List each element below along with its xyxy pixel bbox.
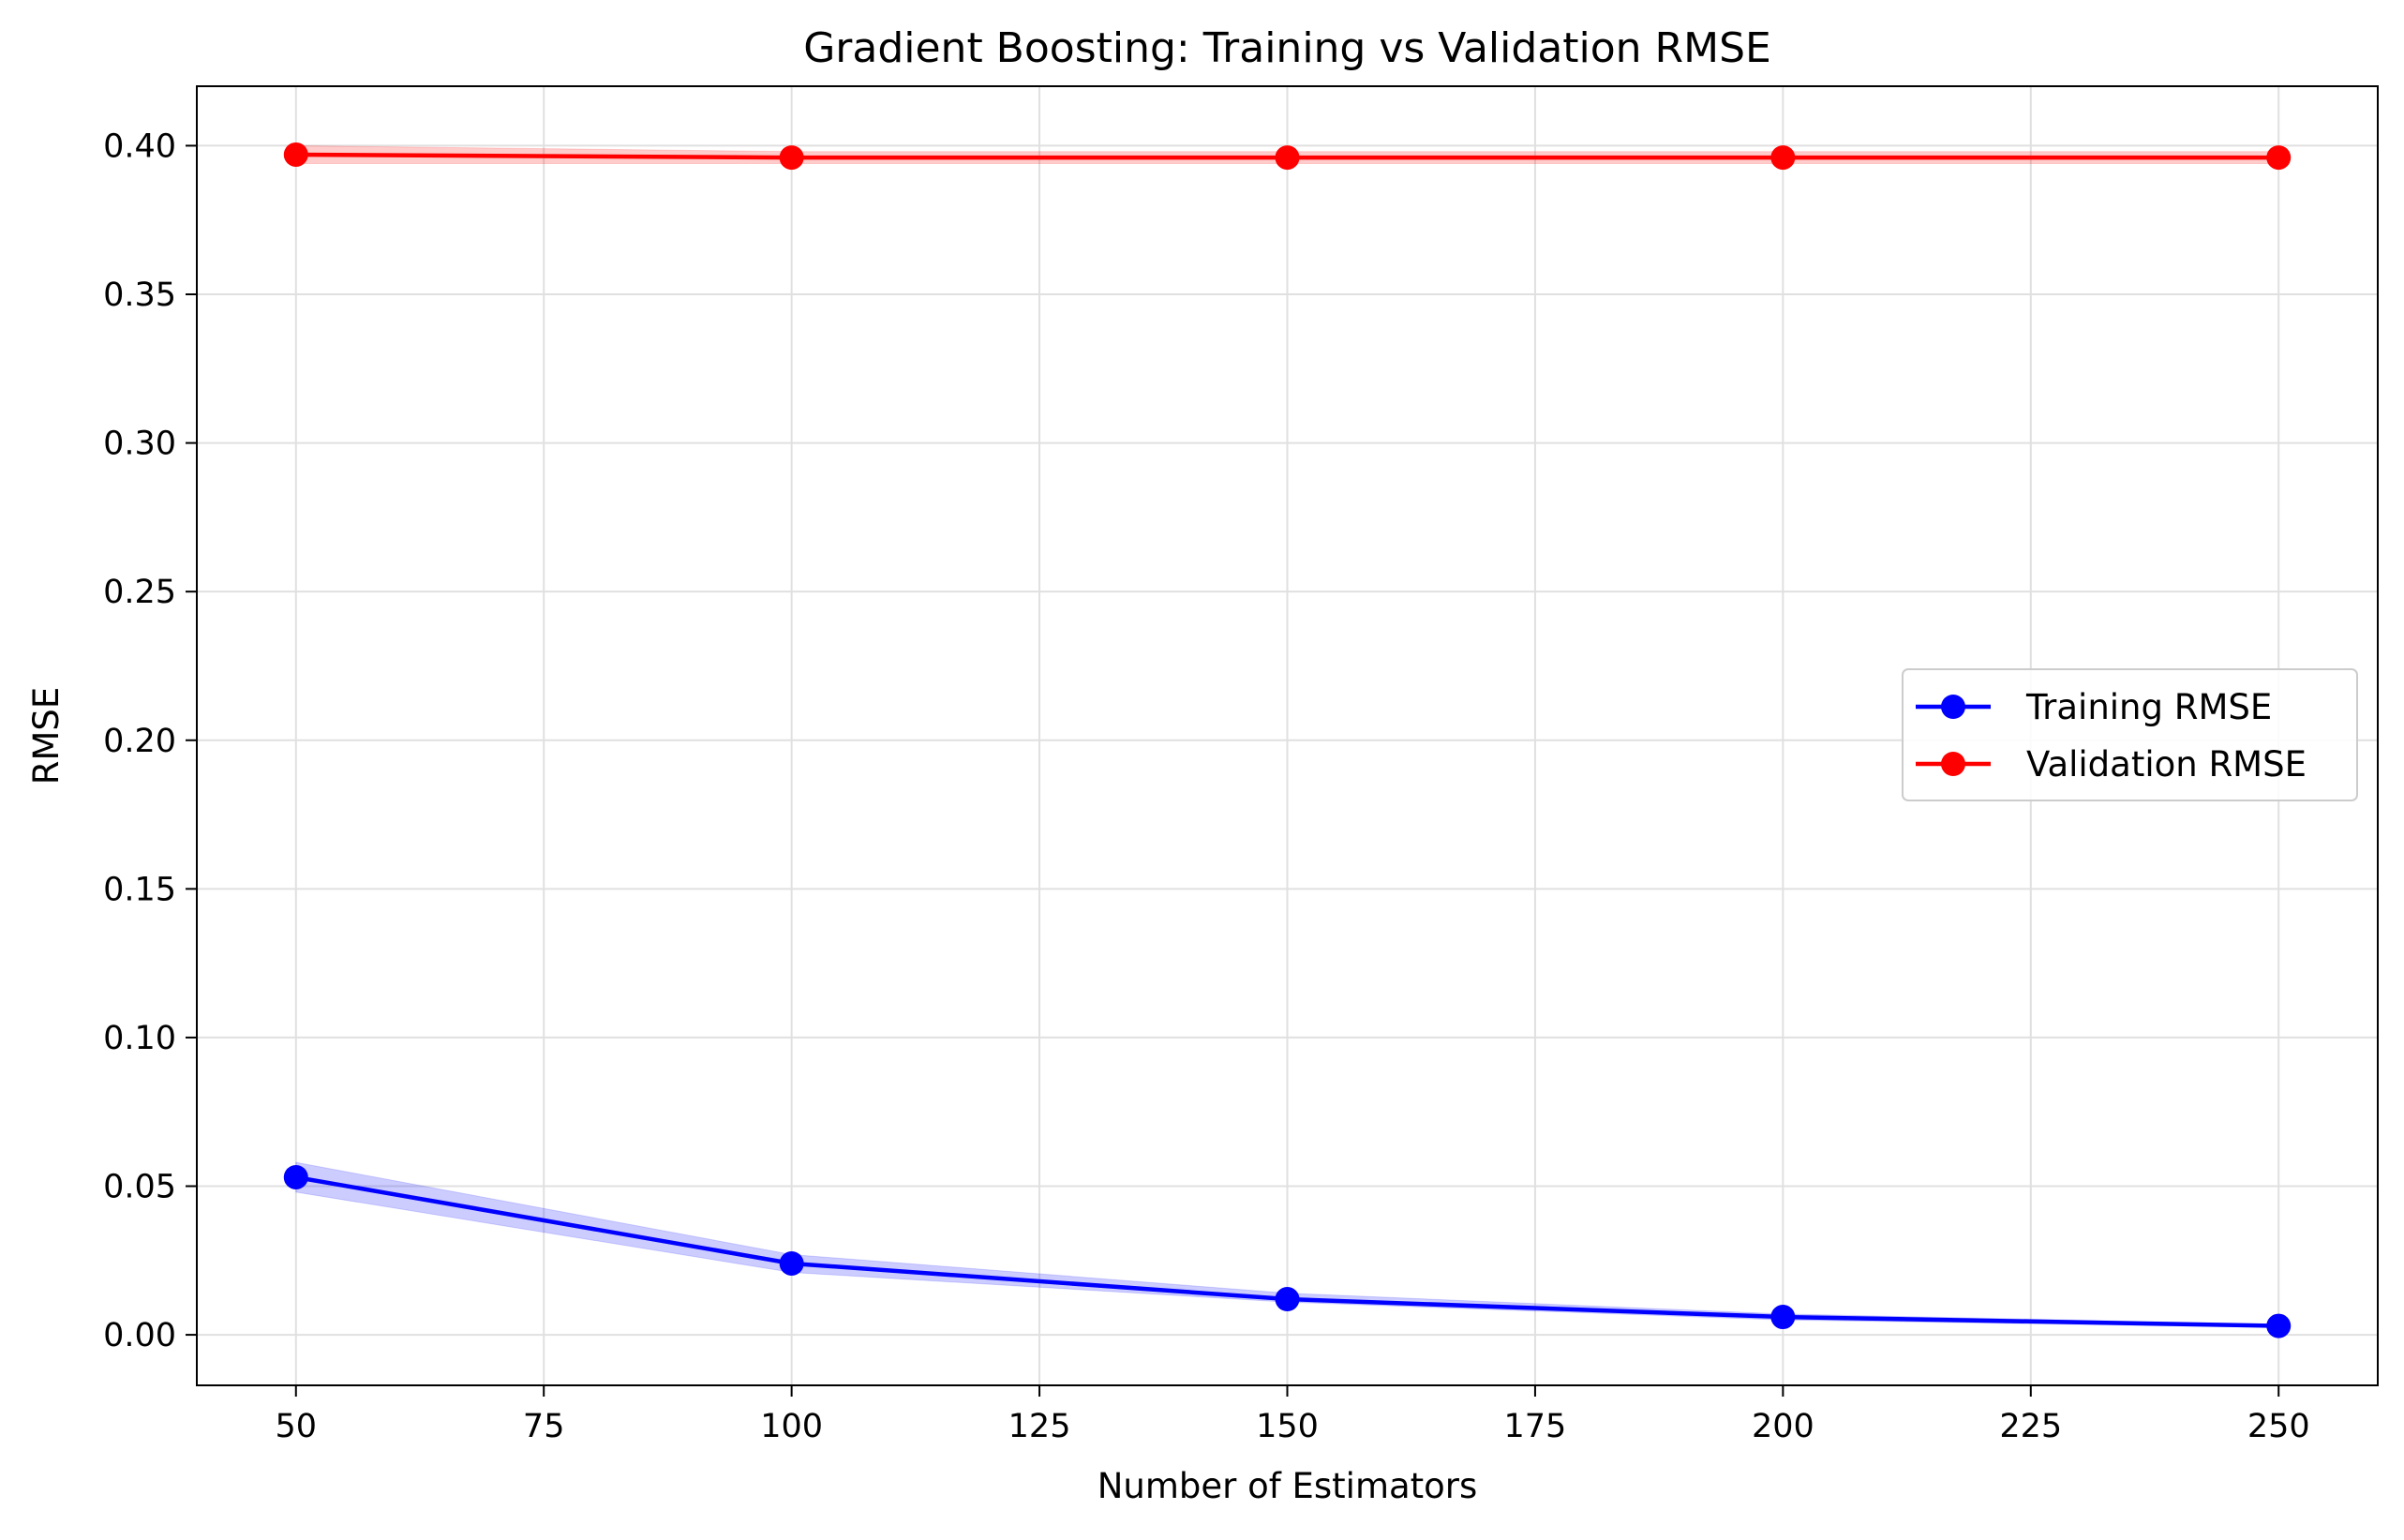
point-series-0 [1770, 1305, 1796, 1330]
y-tick-label: 0.30 [103, 426, 176, 463]
y-tick-label: 0.25 [103, 574, 176, 611]
x-tick-label: 250 [2247, 1408, 2310, 1445]
legend-box [1902, 668, 2358, 801]
y-axis-label: RMSE [26, 687, 67, 785]
grid [197, 86, 2378, 1385]
point-series-1 [2266, 145, 2292, 171]
point-series-0 [283, 1164, 308, 1189]
point-series-0 [779, 1250, 804, 1276]
chart-title: Gradient Boosting: Training vs Validatio… [803, 24, 1771, 72]
point-series-0 [1275, 1287, 1300, 1312]
y-tick-label: 0.05 [103, 1169, 176, 1206]
point-series-1 [1275, 145, 1300, 171]
x-tick-label: 200 [1752, 1408, 1814, 1445]
y-tick-label: 0.10 [103, 1020, 176, 1057]
y-tick-label: 0.15 [103, 871, 176, 908]
x-tick-label: 100 [760, 1408, 823, 1445]
legend-label-0: Training RMSE [2025, 687, 2272, 727]
x-tick-label: 125 [1008, 1408, 1071, 1445]
x-tick-label: 225 [1999, 1408, 2062, 1445]
legend-marker-0 [1941, 695, 1965, 719]
y-tick-label: 0.00 [103, 1317, 176, 1354]
x-tick-label: 75 [523, 1408, 565, 1445]
y-tick-label: 0.40 [103, 127, 176, 165]
x-tick-label: 175 [1504, 1408, 1567, 1445]
x-axis-label: Number of Estimators [1097, 1466, 1478, 1506]
point-series-0 [2266, 1313, 2292, 1338]
x-tick-label: 150 [1256, 1408, 1319, 1445]
y-tick-label: 0.35 [103, 277, 176, 314]
point-series-1 [1770, 145, 1796, 171]
y-tick-label: 0.20 [103, 723, 176, 760]
point-series-1 [779, 145, 804, 171]
axis-ticks: 50 75 100 125 150 175 200 225 250 0.00 0.05 0.10 0.1… [103, 127, 2310, 1445]
point-series-1 [283, 142, 308, 167]
legend-label-1: Validation RMSE [2026, 744, 2307, 785]
legend-marker-1 [1941, 752, 1965, 776]
series-points [283, 142, 2292, 1338]
legend: Training RMSE Validation RMSE [1902, 668, 2358, 801]
x-tick-label: 50 [275, 1408, 317, 1445]
